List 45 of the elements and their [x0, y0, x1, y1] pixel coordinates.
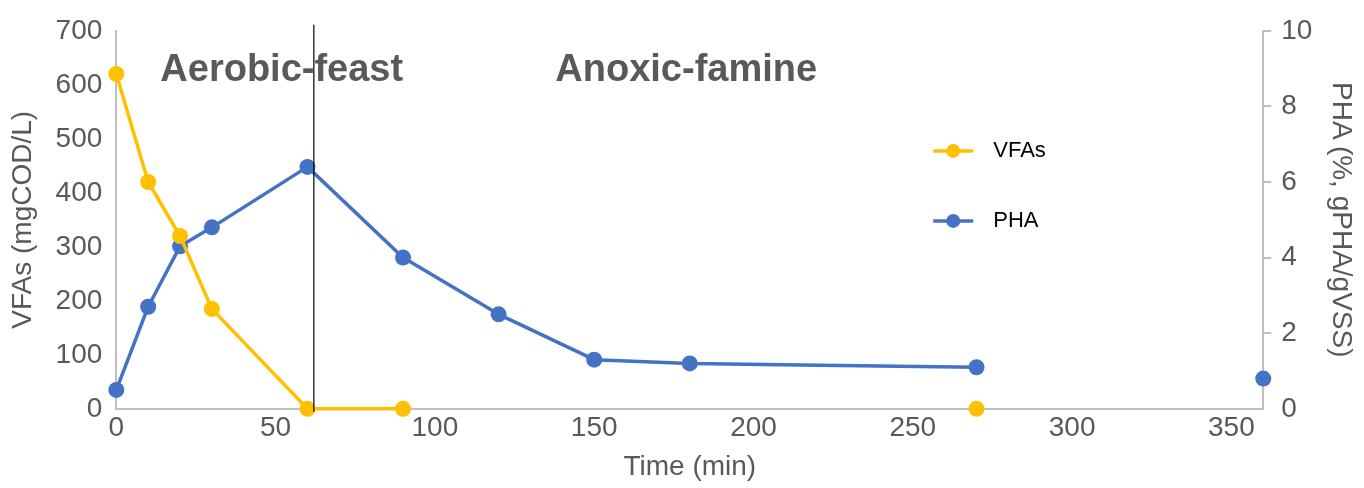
x-tick-label: 50: [260, 411, 292, 443]
y-tick-label: 600: [55, 67, 103, 99]
x-tick-label: 200: [730, 411, 777, 443]
point: [203, 300, 220, 317]
x-tick-label: 0: [108, 411, 125, 443]
y-tick-label: 0: [86, 391, 103, 423]
point: [968, 359, 985, 376]
y-tick-label: 300: [55, 229, 103, 261]
y2-tick-label: 0: [1281, 391, 1297, 423]
y-tick-label: 200: [55, 283, 103, 315]
x-tick-label: 300: [1048, 411, 1096, 443]
point: [681, 355, 698, 372]
point: [172, 228, 189, 244]
x-tick-label: 350: [1208, 411, 1255, 443]
y2-tick-label: 8: [1281, 89, 1297, 121]
point: [586, 351, 603, 368]
x-tick-label: 100: [411, 411, 459, 443]
y2-tick-label: 6: [1281, 164, 1297, 196]
x-tick-label: 250: [889, 411, 937, 443]
y-tick-label: 400: [55, 175, 103, 207]
point: [299, 400, 316, 417]
point: [968, 400, 985, 417]
x-axis-title: Time (min): [623, 449, 757, 481]
point: [299, 158, 316, 175]
point: [140, 174, 157, 190]
point: [108, 66, 125, 82]
legend-label: PHA: [993, 206, 1039, 232]
y2-tick-label: 2: [1281, 315, 1297, 347]
y-axis-title: VFAs (mgCOD/L): [5, 110, 37, 329]
legend-label: VFAs: [993, 136, 1046, 162]
point: [108, 381, 125, 398]
point: [1255, 370, 1272, 387]
annotation: Anoxic-famine: [555, 47, 818, 90]
y-tick-label: 700: [55, 13, 103, 45]
x-tick-label: 150: [570, 411, 618, 443]
y-tick-label: 100: [55, 337, 103, 369]
y2-tick-label: 10: [1281, 13, 1313, 45]
point: [395, 400, 412, 417]
y2-axis-title: PHA (%, gPHA/gVSS): [1327, 82, 1359, 358]
point: [203, 219, 220, 236]
y2-tick-label: 4: [1281, 240, 1297, 272]
point: [490, 306, 507, 323]
point: [140, 298, 157, 315]
point: [395, 249, 412, 266]
y-tick-label: 500: [55, 121, 103, 153]
